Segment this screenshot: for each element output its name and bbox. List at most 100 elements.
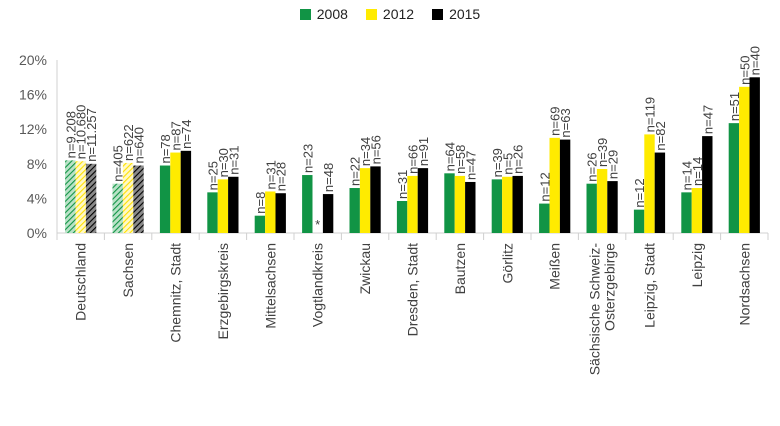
x-tick-labels: Deutschland Sachsen Chemnitz, Stadt Erzgebi… <box>73 243 753 376</box>
legend-item-2015: 2015 <box>432 6 480 22</box>
n-label: n=91 <box>416 137 431 166</box>
bar-2015 <box>228 176 239 233</box>
n-label: n=56 <box>369 135 384 164</box>
n-label: n=31 <box>226 145 241 174</box>
n-label: n=12 <box>537 172 552 201</box>
x-tick-label: Sachsen <box>120 243 136 297</box>
n-label: n=34 <box>358 137 373 166</box>
bar-2015 <box>702 136 713 233</box>
n-label: n=22 <box>348 157 363 186</box>
n-label: n=74 <box>179 120 194 149</box>
bar-2012 <box>549 137 560 233</box>
missing-value-marker: * <box>315 217 320 232</box>
bar-2012 <box>407 175 418 233</box>
bar-2008 <box>65 160 76 233</box>
bar-2015 <box>180 150 192 233</box>
bar-2012 <box>122 162 134 233</box>
n-label: n=39 <box>595 138 610 167</box>
x-tick-label: Sächsische Schweiz- <box>587 243 603 376</box>
y-tick-label: 12% <box>19 121 47 137</box>
n-label: n=10.680 <box>74 105 89 160</box>
x-tick-label: Deutschland <box>73 243 89 321</box>
bar-2008 <box>586 183 597 233</box>
x-tick-label: Görlitz <box>499 243 515 283</box>
bar-2008 <box>444 173 455 233</box>
bar-2012 <box>739 86 750 233</box>
bar-2015 <box>133 165 144 233</box>
legend-item-2008: 2008 <box>299 6 348 22</box>
bar-2015 <box>559 139 571 233</box>
legend-swatch-2012 <box>365 8 377 20</box>
bar-2008 <box>539 203 550 233</box>
n-label: n=82 <box>653 121 668 150</box>
bar-2008 <box>302 175 313 233</box>
n-label: n=47 <box>463 151 478 180</box>
bar-2008 <box>633 209 645 233</box>
legend-label-2012: 2012 <box>382 6 415 22</box>
bar-2008 <box>207 192 218 233</box>
x-tick-label: Leipzig <box>689 243 705 287</box>
legend-item-2012: 2012 <box>365 6 415 22</box>
n-label: n=622 <box>121 124 136 161</box>
y-tick-label: 8% <box>27 156 47 172</box>
bar-2008 <box>728 123 740 233</box>
bar-2008 <box>349 188 360 233</box>
x-tick-label: Bautzen <box>452 243 468 294</box>
x-tick-label: Osterzgebirge <box>602 243 618 331</box>
bar-2015 <box>417 168 429 233</box>
bar-2008 <box>491 179 503 233</box>
bar-2015 <box>322 194 334 233</box>
bar-2008 <box>159 165 171 233</box>
bar-2012 <box>265 191 276 233</box>
n-label: n=5 <box>500 153 515 175</box>
bar-2012 <box>170 152 181 233</box>
n-label: n=31 <box>395 170 410 199</box>
bar-2008 <box>254 215 266 233</box>
n-label: n=78 <box>158 134 173 163</box>
n-label: n=28 <box>274 162 289 191</box>
x-tick-label: Leipzig, Stadt <box>642 243 658 328</box>
bar-2015 <box>512 175 523 233</box>
bar-2012 <box>359 168 371 233</box>
y-tick-label: 20% <box>19 52 47 68</box>
x-tick-label: Vogtlandkreis <box>310 243 326 327</box>
y-tick-label: 4% <box>27 190 47 206</box>
n-label: n=40 <box>748 46 763 75</box>
n-label: n=63 <box>558 108 573 137</box>
n-label: n=14 <box>690 157 705 186</box>
legend: 2008 2012 2015 <box>0 6 780 22</box>
n-label: n=640 <box>132 127 147 164</box>
bar-2012 <box>217 179 229 233</box>
bar-2015 <box>654 152 666 233</box>
y-tick-label: 16% <box>19 87 47 103</box>
n-label: n=26 <box>511 145 526 174</box>
x-tick-label: Erzgebirgskreis <box>215 243 231 339</box>
bar-2015 <box>749 77 760 233</box>
n-label: n=29 <box>606 150 621 179</box>
bar-2015 <box>465 181 476 233</box>
bar-2015 <box>607 181 618 233</box>
n-label: n=14 <box>680 161 695 190</box>
bars <box>65 77 760 233</box>
legend-swatch-2008 <box>299 8 311 20</box>
n-label: n=23 <box>300 144 315 173</box>
bar-2012 <box>454 175 466 233</box>
x-tick-label: Chemnitz, Stadt <box>168 243 184 343</box>
bar-2012 <box>75 161 86 233</box>
n-label: n=39 <box>490 148 505 177</box>
n-label: n=69 <box>548 107 563 136</box>
n-label: n=405 <box>111 145 126 182</box>
bar-2008 <box>112 183 123 233</box>
n-label: n=64 <box>443 142 458 171</box>
bar-2015 <box>370 166 381 233</box>
n-label: n=8 <box>253 192 268 214</box>
n-label: n=58 <box>453 145 468 174</box>
n-label: n=11.257 <box>84 108 99 162</box>
n-label: n=87 <box>169 121 184 150</box>
n-label: n=119 <box>643 97 658 133</box>
bar-2012 <box>502 176 513 233</box>
n-label: n=31 <box>263 160 278 189</box>
legend-label-2015: 2015 <box>449 6 481 22</box>
